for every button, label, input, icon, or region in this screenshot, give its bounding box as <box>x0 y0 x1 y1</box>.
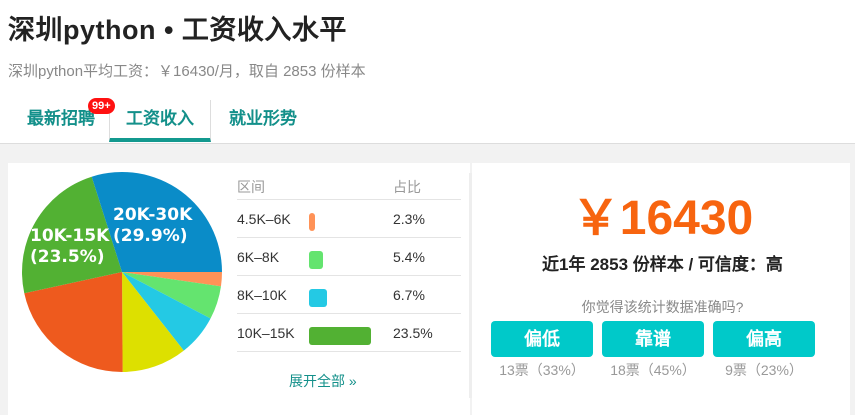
range-percent: 23.5% <box>393 325 433 341</box>
range-bar <box>309 213 316 231</box>
pie-label-20k-30k-pct: (29.9%) <box>113 226 188 246</box>
pie-label-20k-30k: 20K-30K <box>113 205 193 225</box>
page-subtitle: 深圳python平均工资：￥16430/月，取自 2853 份样本 <box>8 63 366 80</box>
vote-high-count: 9票（23%） <box>725 362 803 378</box>
table-row: 4.5K–6K 2.3% <box>237 200 461 238</box>
table-row: 6K–8K 5.4% <box>237 238 461 276</box>
table-header: 区间 占比 <box>237 170 461 200</box>
range-label: 4.5K–6K <box>237 211 291 227</box>
range-label: 6K–8K <box>237 249 280 265</box>
pie-slice[interactable] <box>122 272 211 351</box>
pie-label-10k-15k: 10K-15K <box>30 226 110 246</box>
expand-all-link[interactable]: 展开全部 » <box>289 373 357 389</box>
salary-pie-chart: 20K-30K (29.9%) 10K-15K (23.5%) <box>21 172 222 372</box>
accuracy-question: 你觉得该统计数据准确吗? <box>581 299 744 315</box>
range-bar <box>309 327 371 345</box>
tab-salary[interactable]: 工资收入 <box>109 100 211 142</box>
range-label: 8K–10K <box>237 287 287 303</box>
salary-range-table: 区间 占比 4.5K–6K 2.3% 6K–8K 5.4% 8K–10K 6.7% 1… <box>237 170 461 352</box>
tab-employment[interactable]: 就业形势 <box>229 109 297 128</box>
vote-high-button[interactable]: 偏高 <box>713 321 815 357</box>
pie-slice[interactable] <box>122 272 221 319</box>
range-bar <box>309 251 324 269</box>
new-jobs-badge: 99+ <box>88 98 115 114</box>
table-row: 10K–15K 23.5% <box>237 314 461 352</box>
tab-latest-jobs[interactable]: 最新招聘 <box>27 109 95 128</box>
range-bar <box>309 289 327 307</box>
page-title: 深圳python • 工资收入水平 <box>8 15 347 45</box>
tab-bar: 最新招聘 工资收入 就业形势 <box>0 100 855 142</box>
pie-slice[interactable] <box>21 176 122 294</box>
vote-accurate-count: 18票（45%） <box>610 362 696 378</box>
vote-accurate-button[interactable]: 靠谱 <box>602 321 704 357</box>
divider <box>469 173 472 398</box>
pie-slice[interactable] <box>91 172 222 272</box>
pie-slice[interactable] <box>24 272 123 372</box>
range-label: 10K–15K <box>237 325 295 341</box>
average-salary: ￥16430 <box>571 192 754 245</box>
range-percent: 2.3% <box>393 211 425 227</box>
table-row: 8K–10K 6.7% <box>237 276 461 314</box>
pie-slice[interactable] <box>122 272 184 372</box>
pie-label-10k-15k-pct: (23.5%) <box>30 247 105 267</box>
header-percent: 占比 <box>393 179 421 195</box>
sample-info: 近1年 2853 份样本 / 可信度：高 <box>542 255 783 274</box>
range-percent: 5.4% <box>393 249 425 265</box>
salary-summary-card <box>472 163 850 415</box>
pie-slice[interactable] <box>122 272 222 287</box>
vote-low-count: 13票（33%） <box>499 362 585 378</box>
range-percent: 6.7% <box>393 287 425 303</box>
header-range: 区间 <box>237 179 265 195</box>
vote-low-button[interactable]: 偏低 <box>491 321 593 357</box>
